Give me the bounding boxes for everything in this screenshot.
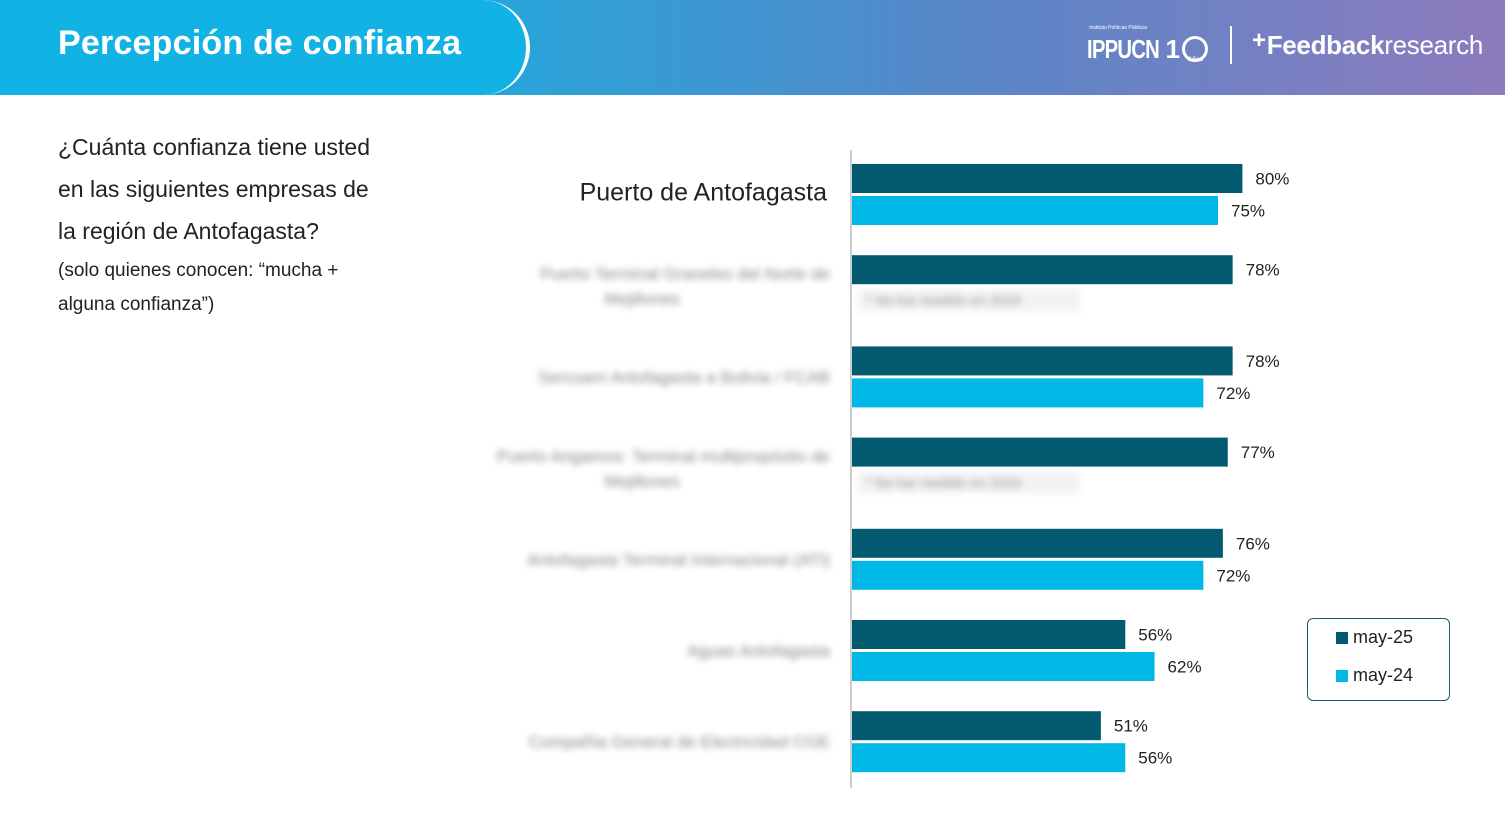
data-label: 72%: [1216, 566, 1250, 585]
data-label: 76%: [1236, 534, 1270, 553]
category-label: Sercoarri Antofagasta a Bolivia / FCAB: [538, 368, 830, 387]
legend-item-may25: may-25: [1336, 627, 1413, 648]
logo-divider: [1229, 26, 1232, 64]
legend-swatch-may25: [1336, 631, 1348, 644]
ippucn-logo-caption: Instituto Políticas Públicas: [1089, 25, 1148, 31]
ippucn-logo-ten: 1 Años: [1166, 33, 1208, 65]
category-label: Puerto de Antofagasta: [580, 179, 828, 207]
question-note: (solo quienes conocen: “mucha + alguna c…: [58, 260, 339, 315]
chart-legend: may-25 may-24: [1307, 618, 1450, 701]
header-bar: Percepción de confianza Instituto Políti…: [0, 0, 1505, 95]
bar-may-25: [852, 164, 1243, 193]
bar-may-24: [852, 196, 1218, 225]
ippucn-ten-ring: Años: [1181, 36, 1208, 63]
data-label: 56%: [1138, 626, 1172, 645]
ippucn-logo-text: IPPUCN: [1087, 34, 1160, 64]
feedback-logo-light: research: [1384, 29, 1483, 60]
feedback-research-logo: + Feedback research: [1251, 27, 1483, 61]
legend-swatch-may24: [1336, 669, 1348, 682]
bar-may-24: [852, 560, 1204, 590]
category-label: Antofagasta Terminal Internacional (ATI): [527, 550, 830, 569]
legend-item-may24: may-24: [1336, 665, 1413, 686]
category-label: Compañía General de Electricidad CGE: [529, 733, 830, 752]
plus-icon: +: [1251, 27, 1266, 54]
category-label: Aguas Antofagasta: [687, 642, 830, 661]
data-label: 51%: [1114, 717, 1148, 736]
bar-may-25: [852, 711, 1101, 741]
data-label: 78%: [1246, 352, 1280, 371]
ippucn-logo: Instituto Políticas Públicas IPPUCN 1 Añ…: [1087, 25, 1208, 65]
ippucn-anos: Años: [1187, 57, 1203, 63]
bar-may-24: [852, 743, 1126, 773]
bar-may-25: [852, 255, 1233, 285]
data-label: 56%: [1138, 749, 1172, 768]
legend-label-may24: may-24: [1353, 665, 1414, 685]
data-label: 78%: [1246, 261, 1280, 280]
data-label: 72%: [1216, 384, 1250, 403]
legend-label-may25: may-25: [1353, 627, 1414, 647]
bar-may-24: [852, 378, 1204, 408]
note-text: * No fue medido en 2024: [866, 475, 1021, 491]
logos: Instituto Políticas Públicas IPPUCN 1 Añ…: [1087, 24, 1483, 66]
data-label: 62%: [1168, 658, 1202, 677]
bar-may-24: [852, 652, 1155, 681]
category-label: Mejillones: [604, 290, 680, 309]
category-label: Mejillones: [604, 472, 680, 491]
data-label: 77%: [1241, 443, 1275, 462]
feedback-logo-bold: Feedback: [1266, 29, 1385, 60]
note-text: * No fue medido en 2024: [866, 292, 1021, 308]
note-background: [858, 289, 1080, 312]
question-block: ¿Cuánta confianza tiene usted en las sig…: [58, 126, 378, 322]
bar-may-25: [852, 346, 1233, 376]
bar-may-25: [852, 620, 1126, 649]
data-label: 75%: [1231, 202, 1265, 221]
data-label: 80%: [1255, 170, 1289, 189]
bar-may-25: [852, 528, 1223, 558]
category-label: Puerto Angamos: Terminal multipropósito …: [497, 447, 830, 466]
note-background: [858, 471, 1080, 494]
category-label: Puerto Terminal Graneles del Norte de: [540, 265, 830, 284]
title-tab: Percepción de confianza: [0, 0, 530, 95]
ippucn-ten-digit: 1: [1165, 34, 1180, 64]
bar-may-25: [852, 437, 1228, 467]
page-title: Percepción de confianza: [58, 24, 462, 62]
question-text: ¿Cuánta confianza tiene usted en las sig…: [58, 134, 370, 244]
